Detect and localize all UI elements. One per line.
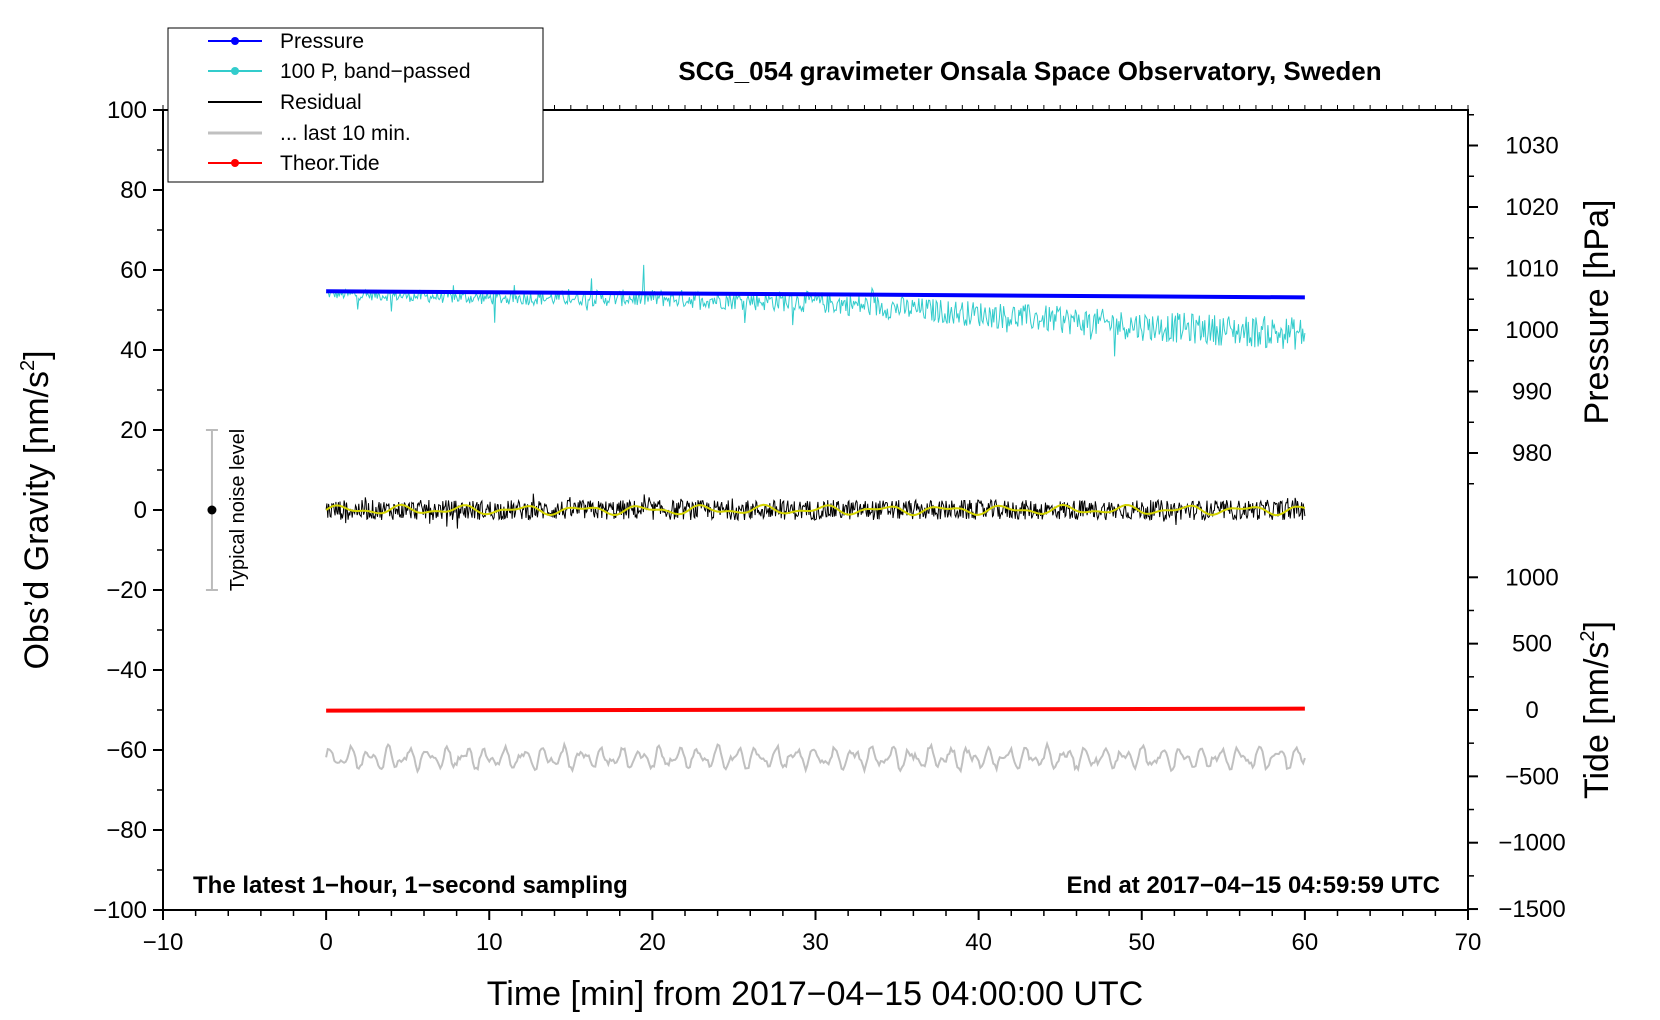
x-tick-label: 40 [965,929,992,956]
legend-box [167,27,544,183]
pressure-tick-label: 1030 [1505,133,1558,160]
series-pressure-line [326,289,1305,300]
series-tide-line [326,706,1305,713]
y-left-tick-label: 20 [120,417,147,444]
tide-tick-label: 0 [1525,697,1538,724]
series-bandpassed-line [325,264,1306,357]
y-left-tick-label: 100 [107,97,147,124]
series-last10-line [325,740,1306,775]
y-left-tick-label: 60 [120,257,147,284]
y-left-tick-label: −80 [106,817,147,844]
y-left-tick-label: −20 [106,577,147,604]
noise-label: Typical noise level [227,429,249,591]
x-tick-label: 0 [319,929,332,956]
axis-ticks: −10 0 10 20 30 40 50 60 70100806040200−20−40−60−… [93,97,1566,956]
x-tick-label: 50 [1128,929,1155,956]
y-left-tick-label: −100 [93,897,147,924]
noise-bar-dot [207,505,217,515]
annotation-right: End at 2017−04−15 04:59:59 UTC [1066,872,1440,899]
legend-label-pressure: Pressure [280,30,364,53]
annotation-left: The latest 1−hour, 1−second sampling [193,872,628,899]
legend-label-tide: Theor.Tide [280,152,380,175]
tide-axis-title: Tide [nm/s2] [1577,621,1616,799]
tide-tick-label: 1000 [1505,564,1558,591]
y-left-tick-label: −60 [106,737,147,764]
tide-tick-label: −1500 [1498,896,1565,923]
pressure-axis-title: Pressure [hPa] [1578,200,1616,425]
pressure-tick-label: 1010 [1505,256,1558,283]
pressure-tick-label: 990 [1512,379,1552,406]
y-left-tick-label: 0 [134,497,147,524]
x-tick-label: 10 [476,929,503,956]
tide-tick-label: −1000 [1498,830,1565,857]
pressure-tick-label: 980 [1512,440,1552,467]
series-residual-line [325,493,1306,529]
legend-marker [231,67,239,75]
pressure-tick-label: 1000 [1505,317,1558,344]
legend-label-residual: Residual [280,91,362,114]
chart-title: SCG_054 gravimeter Onsala Space Observat… [678,56,1381,86]
y-left-tick-label: 80 [120,177,147,204]
series-layer [205,264,1306,775]
x-tick-label: 60 [1292,929,1319,956]
x-tick-label: −10 [143,929,184,956]
left-y-axis-title-sup: 2 [17,360,39,371]
tide-tick-label: 500 [1512,631,1552,658]
y-left-tick-label: −40 [106,657,147,684]
tide-axis-title-sup: 2 [1577,630,1599,641]
series-smoothed-residual-line [325,503,1306,517]
pressure-tick-label: 1020 [1505,194,1558,221]
legend-marker [231,159,239,167]
x-axis-title: Time [min] from 2017−04−15 04:00:00 UTC [487,975,1143,1013]
left-y-axis-title: Obs’d Gravity [nm/s2] [17,350,56,669]
legend-label-bandpassed: 100 P, band−passed [280,60,471,83]
legend-items [208,37,262,167]
legend: Pressure 100 P, band−passed Residual ...… [167,27,544,183]
legend-marker [231,37,239,45]
x-tick-label: 30 [802,929,829,956]
tide-tick-label: −500 [1505,763,1559,790]
x-tick-label: 20 [639,929,666,956]
y-left-tick-label: 40 [120,337,147,364]
legend-label-last10: ... last 10 min. [280,122,411,145]
x-tick-label: 70 [1455,929,1482,956]
